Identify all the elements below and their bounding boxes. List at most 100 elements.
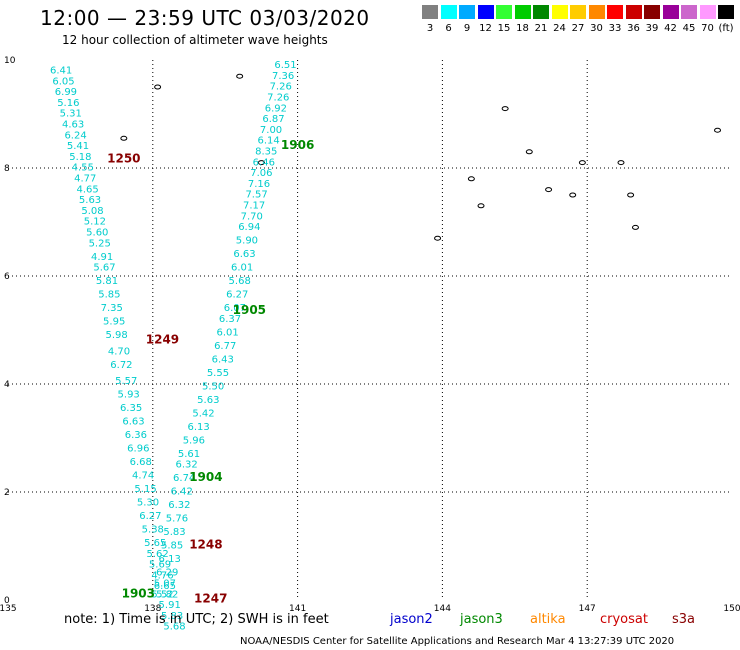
- legend-altika: altika: [530, 612, 566, 627]
- wave-height-value: 7.26: [270, 82, 292, 93]
- legend-swatch: [551, 5, 568, 19]
- legend-swatch: [477, 5, 494, 19]
- legend-label: 39: [645, 23, 659, 34]
- lat-tick-label: 4: [4, 380, 10, 390]
- wave-height-value: 6.63: [122, 417, 144, 428]
- wave-height-value: 6.13: [188, 422, 210, 433]
- legend-swatch: [662, 5, 679, 19]
- wave-height-value: 5.55: [207, 368, 229, 379]
- wave-height-value: 7.70: [241, 211, 263, 222]
- wave-height-value: 6.51: [274, 60, 296, 71]
- legend-swatch: [699, 5, 716, 19]
- lat-tick-label: 8: [4, 164, 10, 174]
- wave-height-value: 4.76: [151, 570, 173, 581]
- wave-height-value: 6.92: [265, 103, 287, 114]
- island-outline: [545, 187, 553, 193]
- wave-height-value: 6.05: [52, 76, 74, 87]
- legend-label: 45: [682, 23, 696, 34]
- track-pass-label: 1248: [189, 538, 222, 552]
- wave-height-value: 4.70: [108, 346, 130, 357]
- legend-label: 27: [571, 23, 585, 34]
- wave-height-value: 5.42: [192, 408, 214, 419]
- wave-height-value: 5.91: [159, 600, 181, 611]
- wave-height-value: 5.16: [57, 98, 79, 109]
- legend-swatch: [625, 5, 642, 19]
- wave-height-value: 5.52: [151, 589, 173, 600]
- wave-height-value: 8.35: [255, 147, 277, 158]
- wave-height-value: 5.67: [93, 263, 115, 274]
- wave-height-value: 5.63: [197, 395, 219, 406]
- legend-label: 15: [497, 23, 511, 34]
- wave-height-value: 7.26: [267, 93, 289, 104]
- wave-height-value: 6.24: [64, 130, 86, 141]
- wave-height-value: 5.60: [86, 228, 108, 239]
- wave-height-value: 5.50: [202, 381, 224, 392]
- wave-height-value: 6.27: [139, 511, 161, 522]
- wave-height-value: 6.13: [159, 554, 181, 565]
- wave-height-value: 6.65: [154, 581, 176, 592]
- wave-height-value: 6.01: [216, 327, 238, 338]
- legend-label: 3: [426, 23, 434, 34]
- lon-tick-label: 144: [434, 604, 451, 614]
- island-outline: [627, 192, 635, 198]
- legend-label: 42: [664, 23, 677, 34]
- legend-s3a: s3a: [672, 612, 696, 627]
- island-outline: [501, 106, 509, 112]
- island-outline: [714, 127, 722, 133]
- wave-height-value: 7.57: [245, 190, 267, 201]
- legend-swatch: [681, 5, 697, 19]
- wave-height-value: 6.41: [50, 66, 72, 77]
- track-pass-label: 1250: [107, 152, 140, 166]
- wave-height-value: 5.68: [229, 276, 251, 287]
- wave-height-value: 5.30: [137, 498, 159, 509]
- footnote-note: note: 1) Time is in UTC; 2) SWH is in fe…: [64, 612, 329, 627]
- wave-height-value: 5.65: [144, 538, 166, 549]
- island-outline: [434, 235, 442, 241]
- wave-height-value: 5.57: [115, 376, 137, 387]
- wave-height-value: 6.32: [175, 460, 197, 471]
- wave-height-value: 6.63: [233, 249, 255, 260]
- track-pass-label: 1906: [281, 138, 314, 152]
- wave-height-value: 6.96: [127, 444, 149, 455]
- island-outline: [236, 73, 244, 79]
- wave-height-value: 5.81: [96, 276, 118, 287]
- wave-height-value: 5.83: [163, 527, 185, 538]
- wave-height-value: 4.77: [74, 174, 96, 185]
- lon-tick-label: 141: [289, 604, 306, 614]
- wave-height-value: 4.63: [62, 120, 84, 131]
- lon-tick-label: 150: [723, 604, 740, 614]
- wave-height-value: 5.93: [118, 390, 140, 401]
- wave-height-value: 7.17: [243, 201, 265, 212]
- legend-swatch: [440, 5, 457, 19]
- legend-label: 33: [608, 23, 622, 34]
- wave-height-value: 6.68: [130, 457, 152, 468]
- wave-height-value: 7.36: [272, 71, 294, 82]
- legend-swatch: [533, 5, 549, 19]
- wave-height-value: 6.42: [171, 487, 193, 498]
- legend-label: 12: [479, 23, 492, 34]
- wave-height-value: 5.25: [89, 238, 111, 249]
- legend-label: 6: [445, 23, 452, 34]
- wave-height-value: 5.38: [142, 525, 164, 536]
- lat-tick-label: 2: [4, 488, 10, 498]
- lat-tick-label: 0: [4, 596, 10, 606]
- wave-height-value: 5.08: [81, 206, 103, 217]
- wave-height-value: 5.41: [67, 141, 89, 152]
- lon-tick-label: 147: [579, 604, 596, 614]
- wave-height-value: 6.77: [214, 341, 236, 352]
- island-outline: [467, 176, 475, 182]
- island-outline: [631, 224, 639, 230]
- page-title: 12:00 — 23:59 UTC 03/03/2020: [40, 6, 370, 30]
- wave-height-value: 4.55: [72, 163, 94, 174]
- wave-height-value: 6.32: [168, 500, 190, 511]
- wave-height-value: 5.95: [103, 317, 125, 328]
- wave-height-value: 6.74: [173, 473, 195, 484]
- legend-swatch: [607, 5, 623, 19]
- credit-line: NOAA/NESDIS Center for Satellite Applica…: [240, 636, 675, 647]
- lat-tick-label: 6: [4, 272, 10, 282]
- legend-swatch: [588, 5, 605, 19]
- wave-height-value: 5.68: [163, 622, 185, 633]
- legend-jason3: jason3: [460, 612, 503, 627]
- wave-height-value: 5.96: [183, 435, 205, 446]
